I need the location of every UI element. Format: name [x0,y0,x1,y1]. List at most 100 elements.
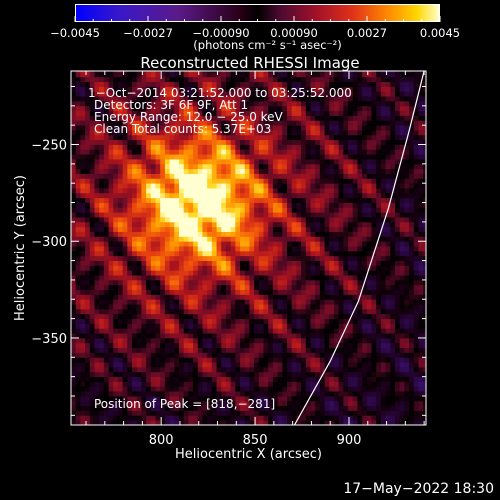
heatmap-cell [301,342,307,349]
heatmap-cell [254,217,260,223]
heatmap-cell [80,381,86,387]
heatmap-cell [221,342,227,349]
heatmap-cell [277,226,283,232]
heatmap-cell [287,347,293,353]
heatmap-cell [221,352,227,358]
heatmap-cell [362,313,368,320]
heatmap-cell [371,275,377,281]
heatmap-cell [179,318,185,324]
heatmap-cell [319,420,325,425]
heatmap-cell [136,347,142,353]
heatmap-cell [249,255,255,261]
heatmap-cell [249,120,255,126]
heatmap-cell [160,337,166,344]
heatmap-cell [169,154,175,160]
heatmap-cell [240,299,246,305]
heatmap-cell [216,410,222,416]
heatmap-cell [207,197,213,203]
heatmap-cell [113,236,119,242]
heatmap-cell [333,139,340,145]
heatmap-cell [108,415,114,421]
heatmap-cell [155,110,161,116]
heatmap-cell [272,207,279,213]
heatmap-cell [352,270,358,276]
heatmap-cell [202,96,208,102]
heatmap-cell [207,381,213,387]
heatmap-cell [71,217,77,223]
heatmap-cell [221,91,227,97]
heatmap-cell [254,149,260,155]
heatmap-cell [277,130,283,136]
heatmap-cell [141,86,147,92]
heatmap-cell [169,163,175,170]
heatmap-cell [230,217,236,223]
heatmap-cell [254,250,260,257]
heatmap-cell [324,347,330,353]
heatmap-cell [244,163,250,170]
heatmap-cell [113,110,119,116]
heatmap-cell [207,71,213,73]
heatmap-cell [287,308,293,315]
heatmap-cell [277,362,283,368]
heatmap-cell [89,265,95,271]
heatmap-cell [277,376,283,382]
heatmap-cell [174,76,180,83]
heatmap-cell [348,381,354,387]
heatmap-cell [122,71,128,73]
heatmap-cell [108,207,114,213]
heatmap-cell [282,120,288,126]
heatmap-cell [352,202,358,208]
heatmap-cell [169,313,175,320]
heatmap-cell [99,328,105,334]
heatmap-cell [240,71,246,78]
heatmap-cell [85,91,91,97]
heatmap-cell [71,86,77,92]
heatmap-cell [268,96,274,102]
heatmap-cell [225,139,232,145]
heatmap-cell [188,362,194,368]
heatmap-cell [193,100,199,107]
heatmap-cell [193,139,199,145]
heatmap-cell [301,270,307,276]
heatmap-cell [85,96,91,102]
heatmap-cell [272,333,279,339]
heatmap-cell [160,130,166,136]
heatmap-cell [352,371,358,378]
heatmap-cell [85,405,91,411]
heatmap-cell [85,318,91,324]
heatmap-cell [329,71,335,73]
heatmap-cell [202,221,208,228]
heatmap-cell [244,178,250,184]
heatmap-cell [277,241,283,247]
heatmap-cell [338,81,344,87]
heatmap-cell [113,159,119,165]
heatmap-cell [216,202,222,208]
heatmap-cell [296,352,302,358]
heatmap-cell [155,299,161,305]
heatmap-cell [230,144,236,150]
heatmap-cell [272,115,279,121]
heatmap-cell [272,318,279,324]
heatmap-cell [132,318,138,324]
heatmap-cell [319,328,325,334]
heatmap-cell [136,168,142,174]
heatmap-cell [141,173,147,179]
heatmap-cell [380,226,387,232]
heatmap-cell [362,362,368,368]
heatmap-cell [202,299,208,305]
heatmap-cell [103,76,109,83]
heatmap-cell [366,347,372,353]
heatmap-cell [99,270,105,276]
heatmap-cell [150,76,156,83]
heatmap-cell [136,81,142,87]
heatmap-cell [216,337,222,344]
heatmap-cell [258,236,264,242]
heatmap-cell [71,105,77,112]
heatmap-cell [244,115,250,121]
heatmap-cell [230,323,236,329]
heatmap-cell [366,366,372,373]
heatmap-cell [376,168,382,174]
heatmap-cell [315,120,321,126]
heatmap-cell [258,96,264,102]
heatmap-cell [164,328,171,334]
